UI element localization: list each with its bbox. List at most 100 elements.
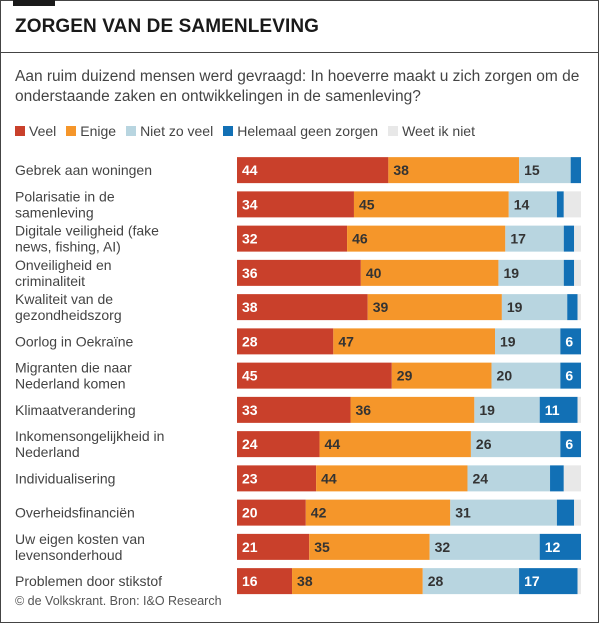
data-label: 38 (297, 573, 313, 589)
bar-segment (577, 568, 581, 595)
bar-segment (570, 157, 581, 184)
data-label: 35 (314, 539, 330, 555)
bar-segment (237, 396, 351, 423)
bar-segment (360, 259, 499, 286)
bar-segment (467, 465, 551, 492)
data-label: 19 (503, 265, 519, 281)
category-label: Digitale veiligheid (fake news, fishing, … (15, 223, 159, 255)
data-label: 21 (242, 539, 258, 555)
bar-segment (237, 191, 354, 218)
data-label: 24 (242, 436, 258, 452)
bar-segment (237, 533, 310, 560)
legend-label: Enige (80, 123, 117, 139)
legend-swatch (223, 126, 234, 136)
legend-swatch (66, 126, 77, 136)
category-label: Onveiligheid en criminaliteit (15, 257, 112, 289)
data-label: 20 (242, 505, 258, 521)
data-label: 38 (393, 162, 409, 178)
legend: Veel Enige Niet zo veel Helemaal geen zorge… (15, 123, 475, 139)
bar-segment (563, 191, 581, 218)
data-label: 45 (242, 368, 258, 384)
bar-segment (556, 499, 575, 526)
category-label: Problemen door stikstof (15, 573, 162, 589)
bar-segment (491, 362, 561, 389)
bar-segment (567, 294, 578, 321)
data-label: 36 (242, 265, 258, 281)
category-label: Uw eigen kosten van levensonderhoud (15, 531, 145, 563)
category-label: Polarisatie in de samenleving (15, 188, 115, 220)
bar-segment (388, 157, 520, 184)
category-label: Kwaliteit van de gezondheidszorg (15, 291, 122, 323)
bar-segment (574, 225, 581, 252)
data-label: 6 (565, 436, 573, 452)
bar-segment (237, 362, 392, 389)
legend-label: Weet ik niet (402, 123, 475, 139)
bar-segment (309, 533, 430, 560)
data-label: 36 (356, 402, 372, 418)
source-credit: © de Volkskrant. Bron: I&O Research (15, 594, 222, 608)
data-label: 14 (514, 196, 530, 212)
data-label: 32 (435, 539, 451, 555)
bar-segment (539, 533, 581, 560)
data-label: 24 (472, 470, 488, 486)
bar-segment (350, 396, 475, 423)
legend-swatch (388, 126, 399, 136)
data-label: 44 (321, 470, 337, 486)
legend-item: Enige (66, 123, 116, 139)
category-label: Klimaatverandering (15, 402, 136, 418)
bar-segment (563, 225, 575, 252)
bar-segment (237, 465, 317, 492)
data-label: 39 (373, 299, 389, 315)
legend-label: Veel (29, 123, 57, 139)
bar-segment (577, 396, 581, 423)
legend-item: Niet zo veel (126, 123, 213, 139)
data-label: 11 (545, 402, 560, 418)
data-label: 17 (510, 231, 526, 247)
bar-segment (292, 568, 423, 595)
data-label: 28 (242, 333, 258, 349)
bar-segment (422, 568, 520, 595)
data-label: 19 (479, 402, 495, 418)
bar-segment (305, 499, 451, 526)
bar-segment (450, 499, 557, 526)
bar-segment (237, 431, 320, 458)
bar-segment (574, 259, 581, 286)
data-label: 33 (242, 402, 258, 418)
bar-segment (556, 191, 564, 218)
title-divider (0, 52, 599, 53)
bar-segment (519, 568, 578, 595)
data-label: 40 (366, 265, 382, 281)
category-label: Overheidsfinanciën (15, 505, 135, 521)
chart-title: ZORGEN VAN DE SAMENLEVING (15, 16, 320, 37)
bar-segment (367, 294, 502, 321)
bar-segment (574, 499, 581, 526)
bar-segment (391, 362, 492, 389)
data-label: 16 (242, 573, 258, 589)
data-label: 28 (428, 573, 444, 589)
bar-segment (560, 362, 581, 389)
bar-segment (429, 533, 540, 560)
category-label: Individualisering (15, 470, 115, 486)
data-label: 19 (500, 333, 516, 349)
data-label: 26 (476, 436, 492, 452)
legend-swatch (126, 126, 137, 136)
data-label: 15 (524, 162, 540, 178)
bar-segment (237, 328, 334, 355)
bar-segment (316, 465, 468, 492)
bar-segment (353, 191, 509, 218)
category-label: Inkomensongelijkheid in Nederland (15, 428, 164, 460)
data-label: 45 (359, 196, 375, 212)
bar-segment (550, 465, 564, 492)
legend-label: Helemaal geen zorgen (237, 123, 379, 139)
bar-segment (470, 431, 561, 458)
data-label: 38 (242, 299, 258, 315)
bar-segment (560, 431, 581, 458)
data-label: 42 (311, 505, 327, 521)
bar-segment (237, 259, 361, 286)
bar-segment (237, 225, 348, 252)
header-accent-bar (13, 0, 55, 6)
bar-segment (319, 431, 471, 458)
data-label: 32 (242, 231, 258, 247)
data-label: 44 (242, 162, 258, 178)
